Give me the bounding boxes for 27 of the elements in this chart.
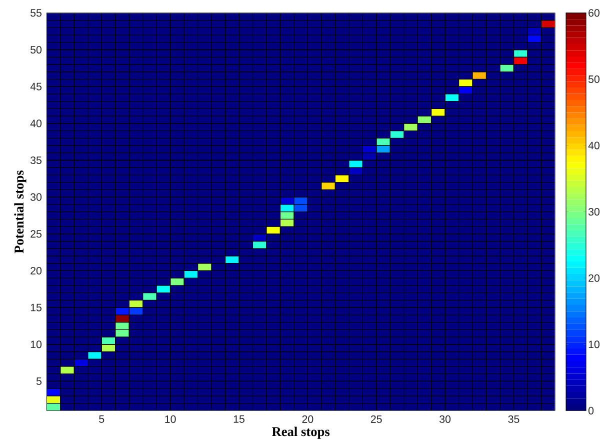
color-bar-label: 10	[588, 340, 600, 348]
color-bar-label: 20	[588, 274, 600, 282]
color-bar-label: 60	[588, 9, 600, 17]
x-tick-label: 10	[165, 415, 176, 423]
x-tick-label: 5	[99, 415, 104, 423]
y-tick-label: 10	[30, 340, 42, 348]
color-bar-label: 40	[588, 142, 600, 150]
y-tick-label: 35	[30, 156, 42, 164]
x-tick-label: 35	[508, 415, 520, 423]
y-tick-label: 5	[36, 377, 42, 385]
x-axis-title: Real stops	[272, 426, 330, 439]
y-tick-label: 45	[30, 82, 42, 90]
y-tick-label: 50	[30, 46, 42, 54]
y-tick-label: 25	[30, 230, 42, 238]
color-bar-label: 0	[588, 406, 594, 414]
y-tick-label: 15	[30, 304, 42, 312]
y-tick-label: 55	[30, 9, 42, 17]
y-axis-title: Potential stops	[14, 170, 26, 254]
y-tick-label: 30	[30, 193, 42, 201]
x-tick-label: 15	[234, 415, 244, 423]
x-tick-label: 20	[302, 415, 314, 423]
x-tick-label: 30	[440, 415, 451, 423]
color-bar-label: 30	[588, 208, 600, 216]
y-tick-label: 40	[30, 120, 42, 128]
y-tick-label: 20	[30, 266, 42, 274]
x-tick-label: 25	[370, 415, 382, 423]
color-bar-label: 50	[588, 75, 600, 83]
